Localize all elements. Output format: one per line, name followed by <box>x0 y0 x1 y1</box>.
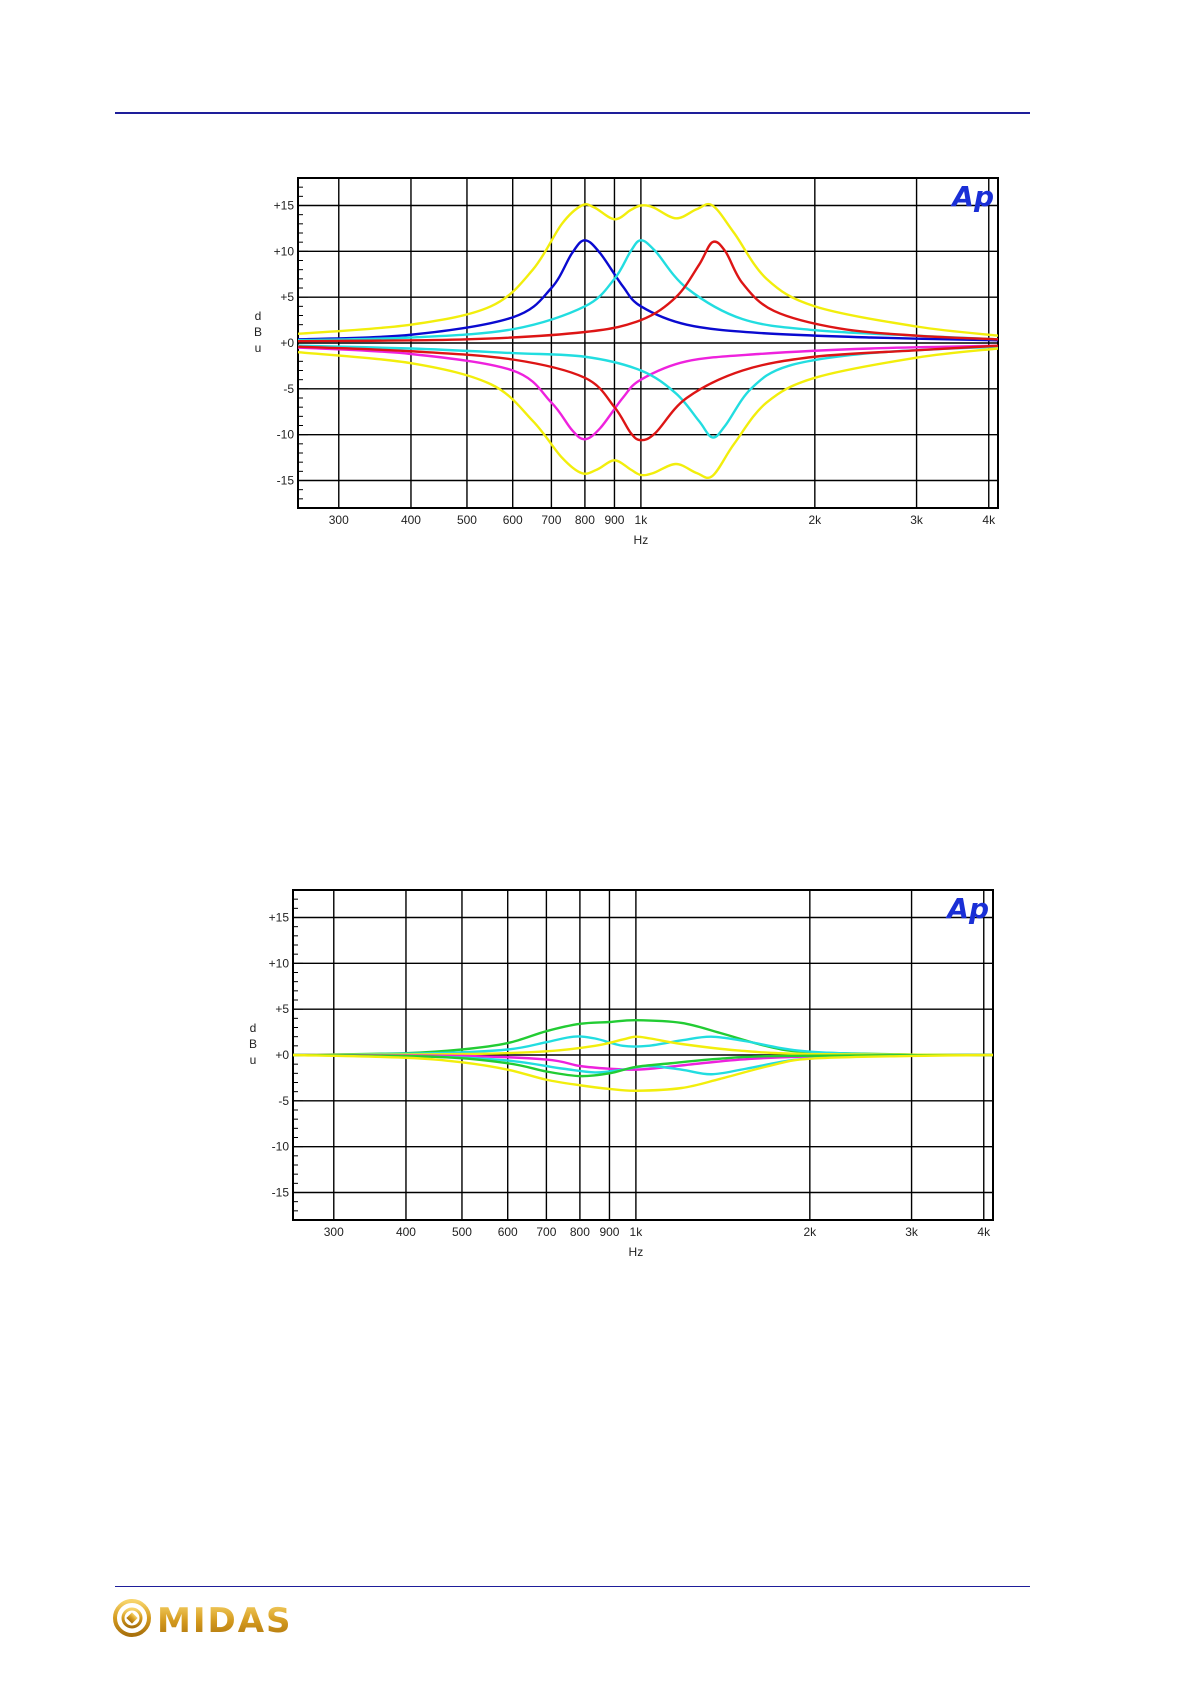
y-tick-label: +10 <box>269 956 290 970</box>
series-line <box>293 1053 993 1092</box>
eq-response-chart-2: 300 400 500 600 700 800 900 1k 2k 3k 4k +15 +10 +5 +0 -… <box>249 889 994 1259</box>
series-line <box>298 240 998 343</box>
x-tick-label: 600 <box>498 1225 518 1239</box>
y-tick-label: -15 <box>277 474 295 488</box>
ap-badge: Ap <box>945 892 989 925</box>
y-tick-label: -5 <box>283 382 294 396</box>
x-axis-label: Hz <box>629 1245 644 1259</box>
x-tick-label: 600 <box>503 513 523 527</box>
x-tick-label: 400 <box>401 513 421 527</box>
x-tick-label: 900 <box>604 513 624 527</box>
x-tick-label: 800 <box>570 1225 590 1239</box>
series-line <box>298 239 998 342</box>
x-tick-label: 2k <box>808 513 822 527</box>
x-tick-label: 700 <box>536 1225 556 1239</box>
series-line <box>293 1035 993 1057</box>
midas-logo: MIDAS <box>113 1599 293 1640</box>
series-line <box>298 202 998 337</box>
midas-logo-text: MIDAS <box>157 1601 293 1640</box>
x-tick-label: 1k <box>635 513 649 527</box>
x-tick-label: 2k <box>803 1225 817 1239</box>
series-line <box>298 239 998 342</box>
x-tick-label: 900 <box>599 1225 619 1239</box>
x-tick-label: 3k <box>910 513 924 527</box>
series-line <box>298 347 998 480</box>
y-tick-label: +0 <box>275 1048 289 1062</box>
y-tick-label: +15 <box>269 911 290 925</box>
midas-emblem-icon <box>113 1599 151 1637</box>
x-tick-label: 300 <box>329 513 349 527</box>
y-tick-label: +10 <box>274 244 295 258</box>
x-tick-label: 4k <box>982 513 996 527</box>
y-tick-label: -10 <box>272 1140 290 1154</box>
x-tick-label: 700 <box>541 513 561 527</box>
series-line <box>293 1035 993 1057</box>
y-tick-label: +15 <box>274 199 295 213</box>
series-line <box>293 1053 993 1078</box>
header-rule <box>115 112 1030 114</box>
x-tick-label: 300 <box>324 1225 344 1239</box>
y-tick-label: +0 <box>280 336 294 350</box>
y-tick-label: +5 <box>280 290 294 304</box>
x-tick-label: 1k <box>630 1225 644 1239</box>
footer-rule <box>115 1586 1030 1587</box>
x-tick-label: 3k <box>905 1225 919 1239</box>
series-line <box>298 344 998 441</box>
y-tick-label: +5 <box>275 1002 289 1016</box>
y-tick-label: -5 <box>278 1094 289 1108</box>
series-line <box>298 344 998 442</box>
series-line <box>298 344 998 439</box>
x-tick-label: 4k <box>977 1225 991 1239</box>
x-tick-label: 500 <box>452 1225 472 1239</box>
x-tick-label: 400 <box>396 1225 416 1239</box>
eq-response-chart-1: 300 400 500 600 700 800 900 1k 2k 3k 4k +15 +10 +5 +0 -… <box>254 177 999 547</box>
x-tick-label: 500 <box>457 513 477 527</box>
ap-badge: Ap <box>950 180 994 213</box>
y-tick-label: -10 <box>277 428 295 442</box>
x-tick-label: 800 <box>575 513 595 527</box>
x-axis-label: Hz <box>634 533 649 547</box>
y-tick-label: -15 <box>272 1186 290 1200</box>
